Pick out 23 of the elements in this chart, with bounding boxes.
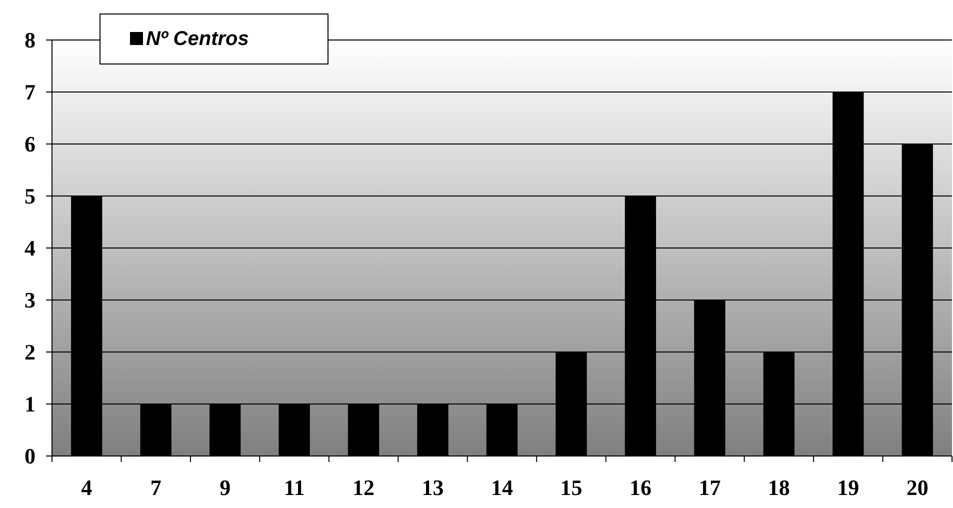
x-tick-label: 13: [422, 475, 444, 500]
x-tick-label: 18: [768, 475, 790, 500]
x-tick-label: 15: [560, 475, 582, 500]
x-tick-label: 16: [629, 475, 652, 500]
y-tick-label: 0: [24, 444, 36, 469]
x-tick-label: 12: [352, 475, 375, 500]
x-tick-label: 7: [150, 475, 162, 500]
x-tick-label: 17: [698, 475, 721, 500]
x-tick-label: 11: [284, 475, 305, 500]
y-tick-label: 3: [24, 288, 36, 313]
y-tick-label: 5: [24, 184, 36, 209]
y-tick-label: 7: [24, 80, 36, 105]
x-tick-label: 14: [491, 475, 513, 500]
y-tick-label: 8: [24, 28, 36, 53]
legend-label: Nº Centros: [146, 28, 249, 50]
y-tick-label: 2: [24, 340, 36, 365]
x-tick-label: 4: [81, 475, 92, 500]
y-tick-label: 1: [24, 392, 36, 417]
x-tick-label: 19: [837, 475, 860, 500]
y-tick-label: 6: [24, 132, 36, 157]
y-tick-label: 4: [24, 236, 36, 261]
x-tick-label: 20: [906, 475, 928, 500]
x-tick-label: 9: [220, 475, 231, 500]
